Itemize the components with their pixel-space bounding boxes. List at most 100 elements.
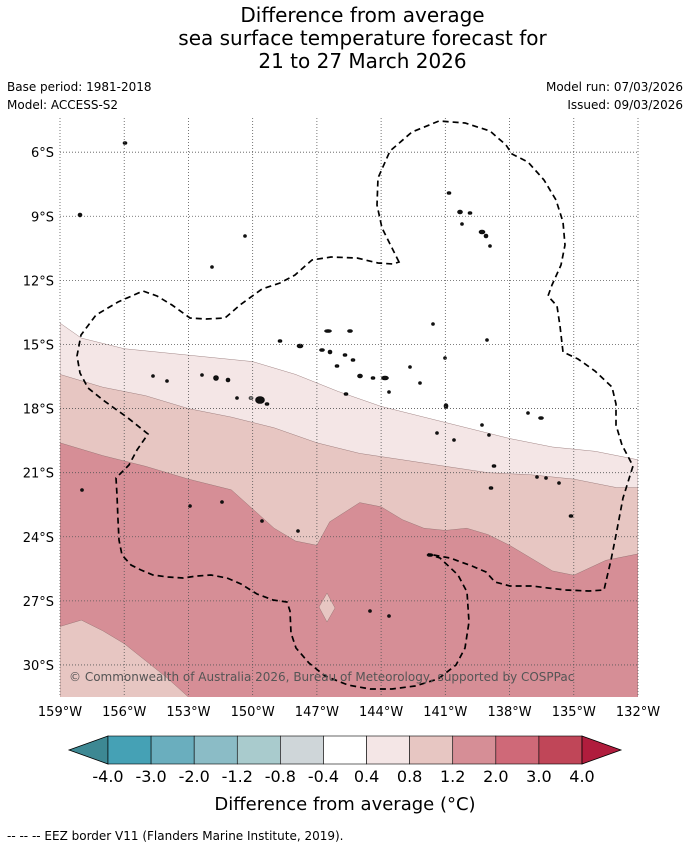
colorbar-tick-label: -3.0 [135,767,166,786]
y-tick-label: 21°S [23,467,54,482]
colorbar-swatch [107,735,152,765]
island [324,329,332,333]
island [435,431,439,435]
island [381,375,389,381]
island [225,377,231,383]
anomaly-patch [318,592,336,623]
colorbar-under-arrow [67,735,109,765]
island [478,229,486,235]
title-line-2: sea surface temperature forecast for [178,26,547,50]
x-tick-label: 159°W [38,705,82,720]
colorbar-tick-label: 3.0 [526,767,551,786]
island [418,381,422,385]
y-tick-label: 12°S [23,274,54,289]
eez-border-line [76,120,634,690]
island [557,481,561,485]
island [350,358,356,362]
island [526,411,530,415]
colorbar-swatch [366,735,410,765]
island [485,338,489,342]
island [347,329,353,333]
island [213,375,219,381]
colorbar-swatch [236,735,281,765]
model-run: Model run: 07/03/2026 [545,80,683,94]
island [538,416,544,420]
island [188,504,192,508]
island [408,365,412,369]
meta-left: Base period: 1981-2018 Model: ACCESS-S2 [7,78,152,114]
title-line-1: Difference from average [240,3,485,27]
y-tick-label: 6°S [31,146,54,161]
island [544,476,548,480]
colorbar-tick-label: -0.4 [308,767,339,786]
island [457,209,463,215]
island [467,211,473,215]
island [342,353,348,357]
issued-date: Issued: 09/03/2026 [567,98,683,112]
island [343,392,349,396]
copyright-text: © Commonwealth of Australia 2026, Bureau… [69,670,574,684]
anomaly-bands [60,322,638,697]
x-tick-label: 132°W [616,705,660,720]
colorbar-tick-label: 0.4 [354,767,379,786]
colorbar-swatch [495,735,540,765]
island [460,222,464,226]
colorbar-tick-label: 2.0 [483,767,508,786]
x-tick-label: 138°W [487,705,531,720]
x-tick-label: 141°W [423,705,467,720]
colorbar-swatch [538,735,583,765]
island [357,373,363,379]
y-tick-label: 30°S [23,659,54,674]
colorbar-tick-label: 4.0 [569,767,594,786]
island [334,364,340,368]
island [446,191,452,195]
island [80,488,84,492]
colorbar-swatch [193,735,238,765]
island [220,500,224,504]
y-tick-label: 9°S [31,210,54,225]
y-tick-labels: 6°S 9°S 12°S 15°S 18°S 21°S 24°S 27°S 30°S [23,146,54,674]
colorbar-swatch [280,735,324,765]
colorbar-label: Difference from average (°C) [214,794,475,815]
island [243,234,247,238]
island [327,349,333,355]
meta-right: Model run: 07/03/2026 Issued: 09/03/2026 [546,78,683,114]
island [200,373,204,377]
island [210,265,214,269]
island [491,464,497,468]
eez-border [76,120,634,690]
x-tick-label: 153°W [166,705,210,720]
x-tick-label: 147°W [295,705,339,720]
x-tick-label: 135°W [552,705,596,720]
colorbar-swatch [452,735,497,765]
colorbar-tick-label: -0.8 [265,767,296,786]
island [387,614,391,618]
y-tick-label: 15°S [23,338,54,353]
island [264,402,270,406]
x-tick-label: 144°W [359,705,403,720]
title-line-3: 21 to 27 March 2026 [258,49,467,73]
island [296,343,304,349]
base-period: Base period: 1981-2018 [7,80,152,94]
gridlines [59,118,639,697]
chart-title: Difference from average sea surface temp… [0,4,690,73]
colorbar: -4.0 -3.0 -2.0 -1.2 -0.8 -0.4 0.4 0.8 1.2 2.0 3.0 4… [67,735,623,786]
island [443,403,449,409]
island [151,374,155,378]
colorbar-swatch [323,735,367,765]
island [260,519,264,523]
island [431,322,435,326]
island [296,529,300,533]
island [370,376,376,380]
island [319,348,325,352]
island [488,244,492,248]
y-tick-label: 27°S [23,595,54,610]
island [480,423,484,427]
colorbar-tick-label: -4.0 [92,767,123,786]
islands [77,141,574,618]
anomaly-band-3 [60,442,638,697]
colorbar-tick-label: 0.8 [397,767,422,786]
island [235,396,239,400]
colorbar-tick-label: -1.2 [222,767,253,786]
